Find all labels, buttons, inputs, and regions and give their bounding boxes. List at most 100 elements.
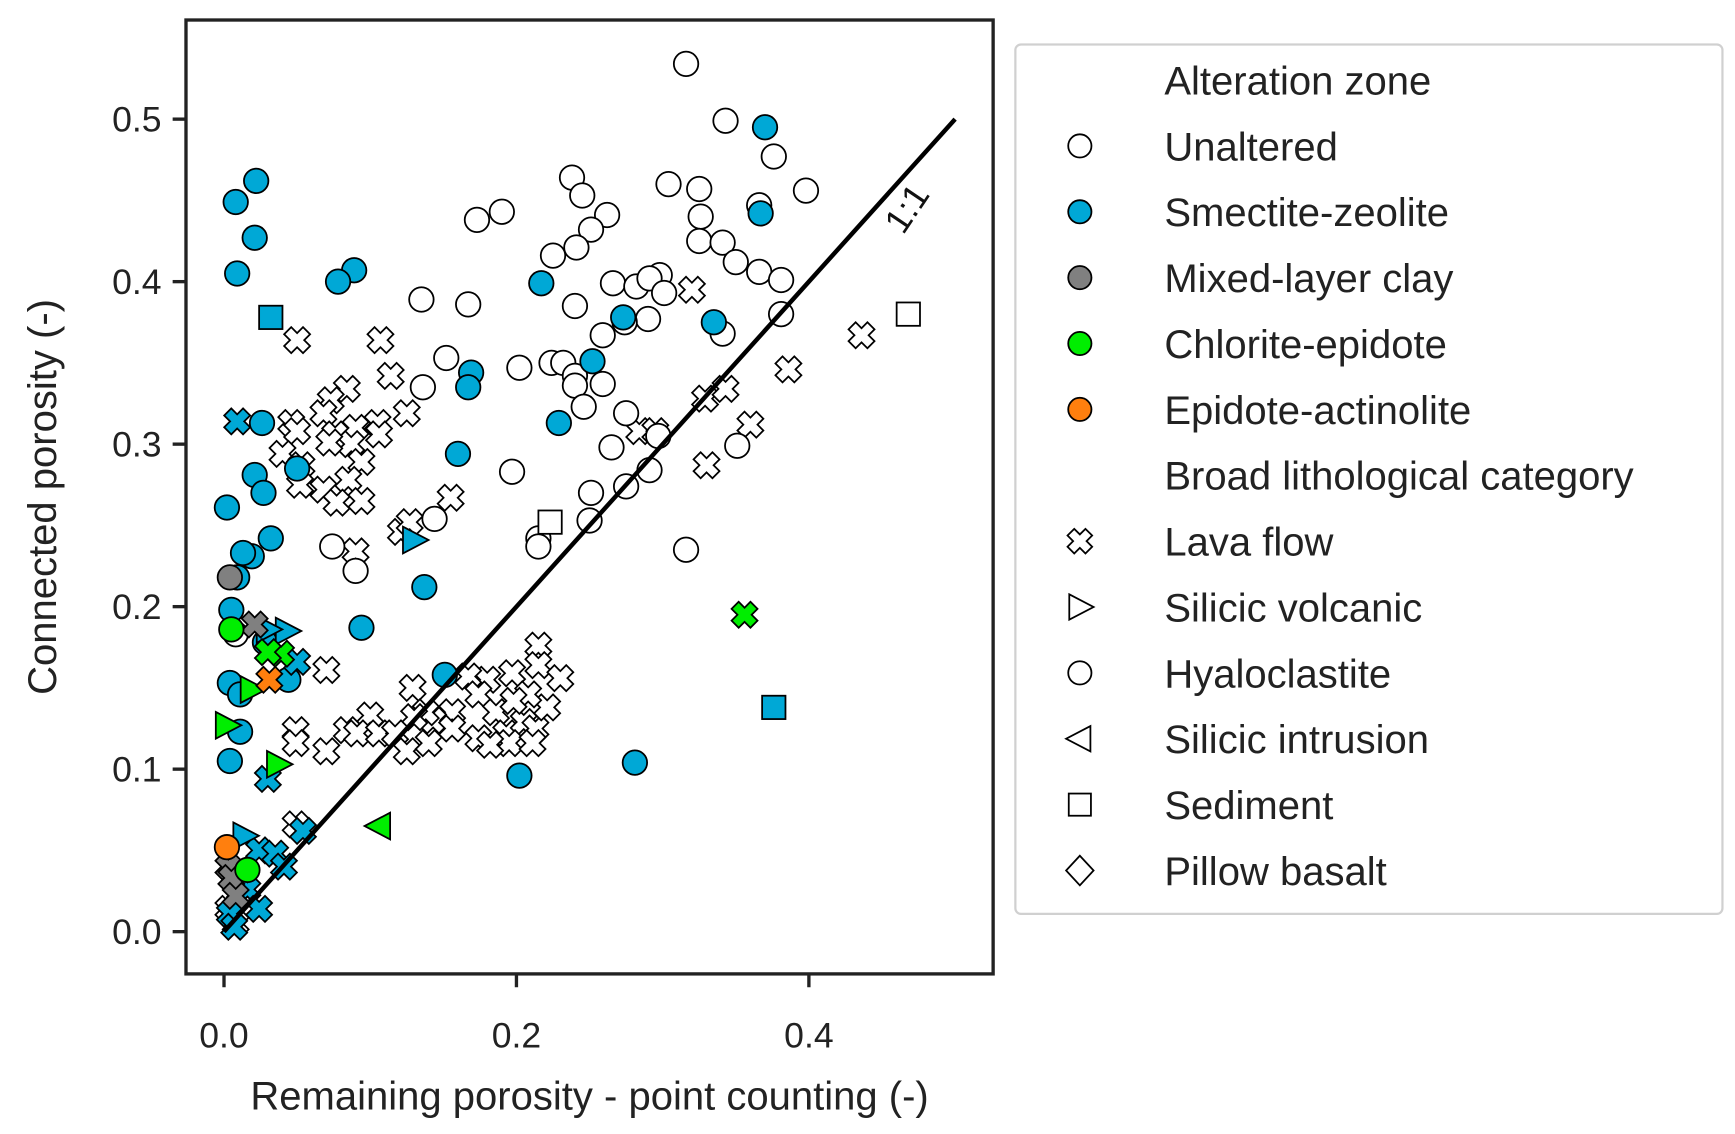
point-unaltered-hyaloclastite [760, 143, 787, 170]
point-unaltered-hyaloclastite [570, 393, 597, 420]
legend-tri-left-icon [1064, 724, 1092, 753]
point-unaltered-hyaloclastite [672, 50, 700, 78]
point-unaltered-hyaloclastite [645, 422, 672, 450]
point-smectite-zeolite-hyaloclastite [224, 260, 251, 287]
point-unaltered-hyaloclastite [577, 216, 605, 243]
legend-item: Silicic intrusion [1064, 718, 1429, 762]
point-unaltered-lava-flow [347, 486, 376, 516]
legend-circle-icon [1067, 660, 1093, 686]
legend-circle-icon [1067, 265, 1093, 291]
point-unaltered-lava-flow [774, 355, 803, 384]
point-smectite-zeolite-sediment [761, 694, 787, 720]
legend-label: Chlorite-epidote [1164, 323, 1447, 367]
point-unaltered-lava-flow [437, 714, 467, 743]
point-unaltered-lava-flow [464, 680, 493, 709]
point-unaltered-lava-flow [309, 399, 338, 428]
point-unaltered-hyaloclastite [488, 198, 515, 225]
legend-frame [1014, 43, 1724, 915]
legend-circle-icon [1067, 331, 1093, 357]
point-chlorite-epidote-hyaloclastite [218, 616, 245, 643]
point-smectite-zeolite-lava-flow [222, 407, 252, 436]
data-points [213, 50, 921, 942]
point-unaltered-lava-flow [436, 483, 465, 513]
point-smectite-zeolite-hyaloclastite [751, 114, 779, 141]
point-chlorite-epidote-lava-flow [730, 600, 759, 630]
legend-item: Sediment [1067, 784, 1333, 828]
point-unaltered-hyaloclastite [792, 177, 820, 204]
point-chlorite-epidote-hyaloclastite [234, 856, 261, 884]
point-smectite-zeolite-hyaloclastite [257, 525, 284, 552]
y-tick-label: 0.4 [112, 262, 161, 302]
point-unaltered-hyaloclastite [563, 234, 590, 261]
point-unaltered-hyaloclastite [342, 557, 369, 585]
point-unaltered-hyaloclastite [722, 249, 749, 276]
legend-item: Chlorite-epidote [1067, 323, 1447, 367]
point-smectite-zeolite-hyaloclastite [700, 309, 727, 336]
point-mixed-layer-clay-lava-flow [221, 881, 250, 911]
point-chlorite-epidote-silicic-volcanic [214, 710, 244, 741]
y-tick-label: 0.1 [112, 749, 161, 789]
point-unaltered-hyaloclastite [421, 505, 448, 533]
point-unaltered-hyaloclastite [498, 458, 526, 485]
point-unaltered-lava-flow [524, 650, 553, 680]
legend-label: Unaltered [1164, 125, 1338, 169]
point-unaltered-hyaloclastite [686, 227, 713, 255]
point-unaltered-hyaloclastite [408, 286, 435, 313]
point-smectite-zeolite-hyaloclastite [621, 749, 649, 776]
point-unaltered-hyaloclastite [599, 270, 627, 297]
point-unaltered-lava-flow [315, 428, 344, 457]
point-unaltered-lava-flow [392, 737, 422, 766]
point-unaltered-lava-flow [342, 719, 372, 748]
point-smectite-zeolite-sediment [258, 304, 284, 330]
point-unaltered-lava-flow [398, 673, 427, 703]
point-smectite-zeolite-hyaloclastite [545, 409, 572, 437]
point-unaltered-hyaloclastite [589, 370, 616, 398]
point-unaltered-hyaloclastite [746, 258, 773, 286]
y-tick-label: 0.3 [112, 424, 161, 464]
point-unaltered-lava-flow [322, 488, 351, 517]
point-chlorite-epidote-silicic-volcanic [239, 674, 269, 705]
point-unaltered-hyaloclastite [463, 206, 491, 234]
point-smectite-zeolite-hyaloclastite [747, 200, 774, 227]
x-tick-label: 0.2 [492, 1015, 541, 1055]
point-unaltered-hyaloclastite [319, 533, 346, 560]
point-unaltered-lava-flow [518, 728, 547, 758]
point-smectite-zeolite-hyaloclastite [250, 479, 277, 507]
point-unaltered-lava-flow [281, 728, 310, 758]
legend-label: Pillow basalt [1164, 850, 1386, 894]
legend-tri-right-icon [1068, 592, 1096, 622]
point-unaltered-lava-flow [414, 728, 443, 758]
legend-diamond-icon [1064, 854, 1095, 887]
legend-label: Silicic volcanic [1164, 586, 1422, 630]
legend-label: Alteration zone [1164, 60, 1431, 104]
point-unaltered-lava-flow [376, 361, 405, 391]
point-chlorite-epidote-silicic-intrusion [362, 811, 392, 841]
point-unaltered-sediment [537, 509, 563, 535]
y-tick-label: 0.0 [112, 912, 161, 952]
legend-label: Smectite-zeolite [1164, 191, 1449, 235]
x-axis-ticks: 0.0 0.2 0.4 [199, 973, 834, 1055]
legend-item: Broad lithological category [1164, 455, 1633, 499]
one-to-one-label: 1:1 [877, 177, 938, 240]
point-unaltered-hyaloclastite [612, 400, 640, 427]
point-chlorite-epidote-lava-flow [253, 637, 283, 667]
one-to-one-line [222, 117, 957, 934]
legend-item: Lava flow [1066, 521, 1333, 565]
legend-item: Hyaloclastite [1067, 652, 1391, 696]
point-unaltered-lava-flow [366, 325, 395, 355]
point-unaltered-hyaloclastite [433, 344, 460, 372]
point-unaltered-lava-flow [475, 730, 505, 760]
point-epidote-actinolite-hyaloclastite [213, 834, 241, 861]
point-smectite-zeolite-hyaloclastite [213, 494, 241, 521]
point-smectite-zeolite-hyaloclastite [283, 455, 311, 482]
legend-label: Mixed-layer clay [1164, 257, 1453, 301]
point-unaltered-hyaloclastite [767, 266, 795, 294]
legend-square-icon [1067, 792, 1092, 817]
point-unaltered-hyaloclastite [724, 432, 751, 459]
point-unaltered-hyaloclastite [655, 171, 682, 198]
legend-label: Broad lithological category [1164, 455, 1633, 499]
point-unaltered-hyaloclastite [569, 182, 596, 209]
legend-label: Epidote-actinolite [1164, 389, 1471, 433]
point-unaltered-hyaloclastite [576, 507, 603, 534]
